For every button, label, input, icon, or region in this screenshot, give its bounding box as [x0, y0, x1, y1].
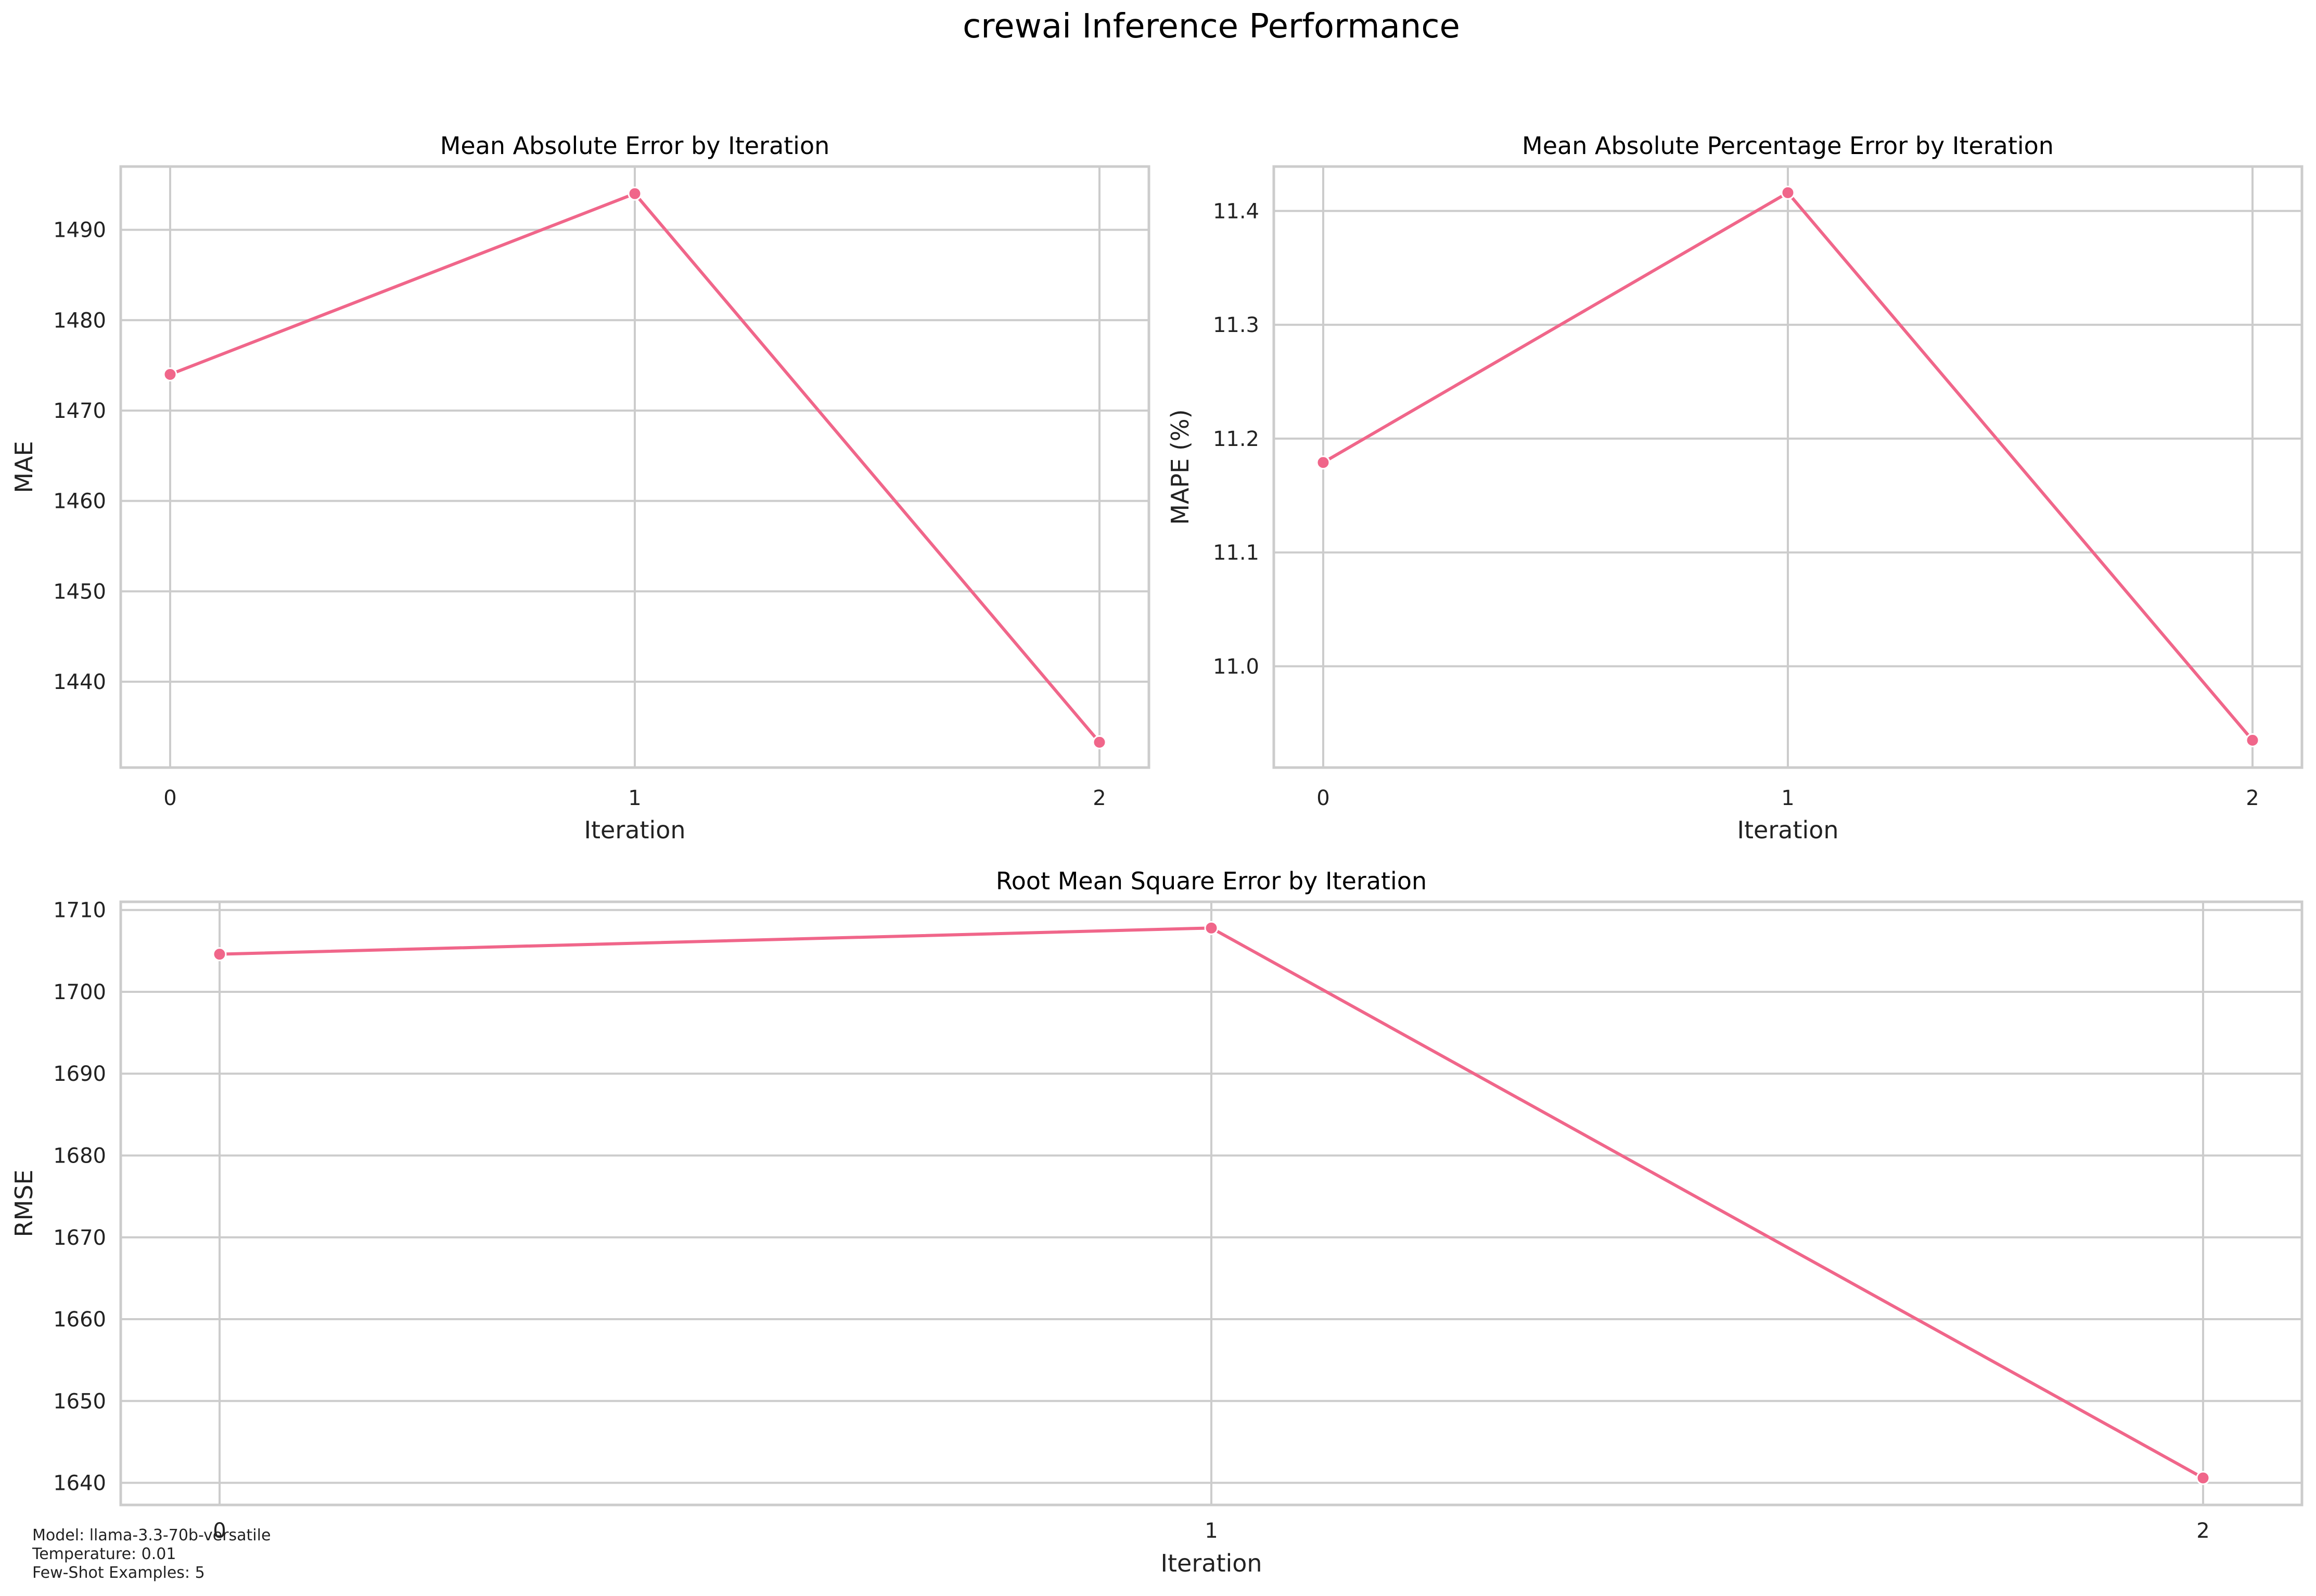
y-axis-label: MAPE (%)	[1166, 409, 1194, 525]
rmse-panel: 1640 1650 1660 1670 1680 1690 1700 1710 0 1 2 Root …	[10, 867, 2304, 1577]
y-tick-label: 11.3	[1213, 313, 1259, 337]
panel-title: Mean Absolute Percentage Error by Iterat…	[1522, 132, 2054, 160]
x-tick-label: 2	[2246, 786, 2259, 810]
y-tick-label: 11.0	[1213, 655, 1259, 679]
y-tick-label: 1650	[53, 1389, 106, 1413]
x-tick-label: 1	[1205, 1519, 1218, 1543]
data-point	[2245, 733, 2260, 747]
data-point	[2196, 1471, 2210, 1485]
x-axis-label: Iteration	[584, 816, 685, 844]
data-point	[212, 947, 227, 962]
figure-title: crewai Inference Performance	[963, 7, 1460, 46]
axes-frame	[1272, 165, 2304, 769]
y-tick-label: 1440	[53, 670, 106, 694]
y-tick-label: 11.4	[1213, 199, 1259, 223]
x-tick-label: 2	[1093, 786, 1106, 810]
mape-panel: 11.0 11.1 11.2 11.3 11.4 0 1 2 Mean Absolute Per…	[1166, 132, 2304, 844]
y-tick-label: 1710	[53, 899, 106, 923]
x-tick-label: 0	[1316, 786, 1329, 810]
y-tick-label: 1470	[53, 399, 106, 423]
y-axis-label: RMSE	[10, 1170, 38, 1237]
axes-frame	[119, 900, 2304, 1506]
y-tick-label: 1680	[53, 1144, 106, 1168]
y-axis-label: MAE	[10, 441, 38, 493]
x-tick-label: 0	[213, 1519, 226, 1543]
data-point	[1316, 455, 1330, 470]
data-point	[163, 367, 177, 381]
panel-title: Mean Absolute Error by Iteration	[440, 132, 830, 160]
y-tick-label: 1670	[53, 1226, 106, 1250]
panel-title: Root Mean Square Error by Iteration	[996, 867, 1427, 895]
data-point	[1204, 921, 1219, 935]
y-tick-label: 11.1	[1213, 541, 1259, 565]
data-point	[628, 186, 642, 201]
data-point	[1781, 185, 1795, 200]
x-axis-label: Iteration	[1737, 816, 1838, 844]
note-model: Model: llama-3.3-70b-versatile	[32, 1526, 271, 1544]
x-axis-label: Iteration	[1160, 1549, 1262, 1577]
note-temperature: Temperature: 0.01	[32, 1545, 176, 1563]
y-tick-label: 1690	[53, 1062, 106, 1086]
y-tick-label: 11.2	[1213, 427, 1259, 451]
axes-frame	[119, 165, 1150, 769]
mae-panel: 1440 1450 1460 1470 1480 1490 0 1 2 Mean Absolute…	[10, 132, 1150, 844]
run-notes: Model: llama-3.3-70b-versatile Temperatu…	[32, 1526, 271, 1582]
x-tick-label: 2	[2196, 1519, 2209, 1543]
x-tick-label: 1	[628, 786, 641, 810]
x-tick-label: 1	[1781, 786, 1794, 810]
y-tick-label: 1460	[53, 490, 106, 514]
y-tick-label: 1450	[53, 580, 106, 604]
y-tick-label: 1660	[53, 1308, 106, 1332]
y-tick-label: 1700	[53, 980, 106, 1004]
y-tick-label: 1640	[53, 1472, 106, 1496]
note-few-shot: Few-Shot Examples: 5	[32, 1564, 205, 1582]
data-point	[1092, 735, 1107, 749]
y-tick-label: 1480	[53, 309, 106, 333]
x-tick-label: 0	[163, 786, 176, 810]
y-tick-label: 1490	[53, 219, 106, 242]
